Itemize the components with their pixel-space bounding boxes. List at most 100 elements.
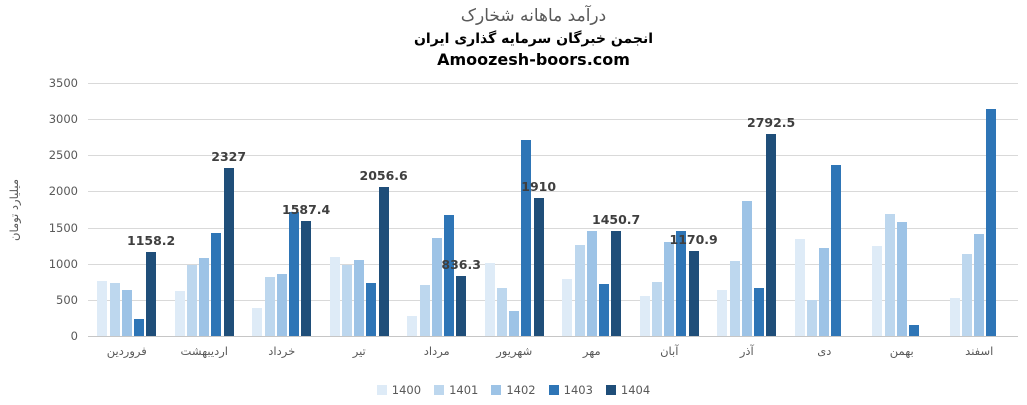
x-axis-label: فروردین xyxy=(106,344,147,358)
legend-swatch-icon xyxy=(605,385,616,395)
bar-1404 xyxy=(146,252,157,336)
data-label: 2327 xyxy=(211,148,247,164)
legend-item-1404: 1404 xyxy=(605,383,651,397)
bar-1403 xyxy=(676,230,687,336)
bar-group: 836.3 xyxy=(398,83,481,336)
bar-1402 xyxy=(664,242,675,336)
bar-1403 xyxy=(211,232,222,336)
bar-group xyxy=(863,83,941,336)
data-label: 1587.4 xyxy=(282,202,331,218)
bar-1400 xyxy=(174,291,185,336)
data-label: 1170.9 xyxy=(669,232,718,248)
gridline xyxy=(88,299,1018,301)
legend-item-1402: 1402 xyxy=(491,383,536,397)
legend-label: 1402 xyxy=(506,383,536,397)
bar-1402 xyxy=(586,231,597,336)
bar-group: 1910 xyxy=(476,83,557,336)
data-label: 2792.5 xyxy=(747,115,796,131)
bar-1403 xyxy=(753,287,764,336)
bar-1401 xyxy=(497,287,508,336)
bar-group xyxy=(786,83,864,336)
x-axis-label: شهریور xyxy=(496,344,533,358)
bar-1400 xyxy=(717,290,728,336)
legend-swatch-icon xyxy=(376,385,387,395)
y-tick-label: 3500 xyxy=(48,76,78,90)
legend-item-1401: 1401 xyxy=(434,383,478,397)
bar-1402 xyxy=(741,201,752,336)
bar-1404 xyxy=(766,134,777,336)
legend-item-1400: 1400 xyxy=(376,383,422,397)
bar-1402 xyxy=(199,258,210,336)
y-tick-label: 1500 xyxy=(48,220,78,235)
bar-1403 xyxy=(288,211,299,336)
bar-1404 xyxy=(301,221,312,336)
bar-1403 xyxy=(366,282,377,336)
y-tick-label: 2000 xyxy=(48,184,78,199)
bar-1400 xyxy=(329,256,340,336)
gridline xyxy=(88,263,1018,265)
x-axis-label: دی xyxy=(817,344,832,358)
data-label: 1450.7 xyxy=(592,212,641,228)
legend: 1400 1401 1402 1403 1404 xyxy=(0,383,1027,397)
data-label: 1158.2 xyxy=(127,233,176,249)
bar-group: 1158.2 xyxy=(88,83,175,336)
legend-label: 1401 xyxy=(449,383,479,397)
bar-1404 xyxy=(688,251,699,336)
bar-1400 xyxy=(484,263,495,336)
x-axis-label: خرداد xyxy=(268,344,296,358)
chart-title: درآمد ماهانه شخارک xyxy=(460,6,607,26)
bar-1400 xyxy=(949,297,960,336)
bar-1403 xyxy=(443,214,454,336)
x-axis-label: مهر xyxy=(582,344,601,358)
bar-1404 xyxy=(533,197,544,336)
bar-1402 xyxy=(276,274,287,336)
bar-1400 xyxy=(562,278,573,336)
bar-group xyxy=(941,83,1019,336)
y-tick-label: 1000 xyxy=(48,256,78,271)
x-axis-label: تیر xyxy=(352,344,366,358)
bar-1404 xyxy=(223,167,234,336)
legend-label: 1403 xyxy=(563,383,593,397)
gridline xyxy=(88,83,1018,84)
legend-item-1403: 1403 xyxy=(548,383,593,397)
legend-label: 1400 xyxy=(391,383,422,397)
y-tick-label: 2500 xyxy=(48,148,78,163)
legend-swatch-icon xyxy=(491,385,502,395)
y-tick-label: 500 xyxy=(56,292,78,307)
bar-group: 1450.7 xyxy=(553,83,640,336)
bar-1402 xyxy=(819,248,830,336)
bar-1401 xyxy=(109,283,120,336)
bar-1403 xyxy=(521,140,532,336)
bar-1402 xyxy=(974,234,985,336)
legend-label: 1404 xyxy=(620,383,651,397)
data-label: 1910 xyxy=(521,178,557,194)
legend-swatch-icon xyxy=(548,385,559,395)
bar-1400 xyxy=(97,280,108,336)
bar-1402 xyxy=(896,222,907,336)
y-tick-label: 0 xyxy=(70,329,78,343)
bar-1401 xyxy=(729,261,740,336)
legend-swatch-icon xyxy=(434,385,445,395)
bar-1401 xyxy=(652,281,663,336)
gridline xyxy=(88,119,1018,121)
gridline xyxy=(88,191,1018,193)
x-axis-label: آبان xyxy=(660,344,679,358)
gridline xyxy=(88,155,1018,157)
y-tick-label: 3000 xyxy=(48,112,78,127)
bar-1401 xyxy=(419,285,430,336)
gridline xyxy=(88,227,1018,229)
bar-1403 xyxy=(908,325,919,336)
bar-group: 1170.9 xyxy=(631,83,718,336)
chart-subtitle: انجمن خبرگان سرمایه گذاری ایران xyxy=(413,31,654,47)
bar-group: 2056.6 xyxy=(321,83,408,336)
data-label: 2056.6 xyxy=(359,168,408,184)
bar-1404 xyxy=(611,231,622,336)
bar-1401 xyxy=(884,213,895,336)
bar-1401 xyxy=(962,253,973,336)
bar-1400 xyxy=(407,315,418,336)
bar-1401 xyxy=(574,244,585,336)
x-axis-label: اردیبهشت xyxy=(180,344,228,358)
bar-1401 xyxy=(807,299,818,336)
x-axis-label: مرداد xyxy=(423,344,450,358)
